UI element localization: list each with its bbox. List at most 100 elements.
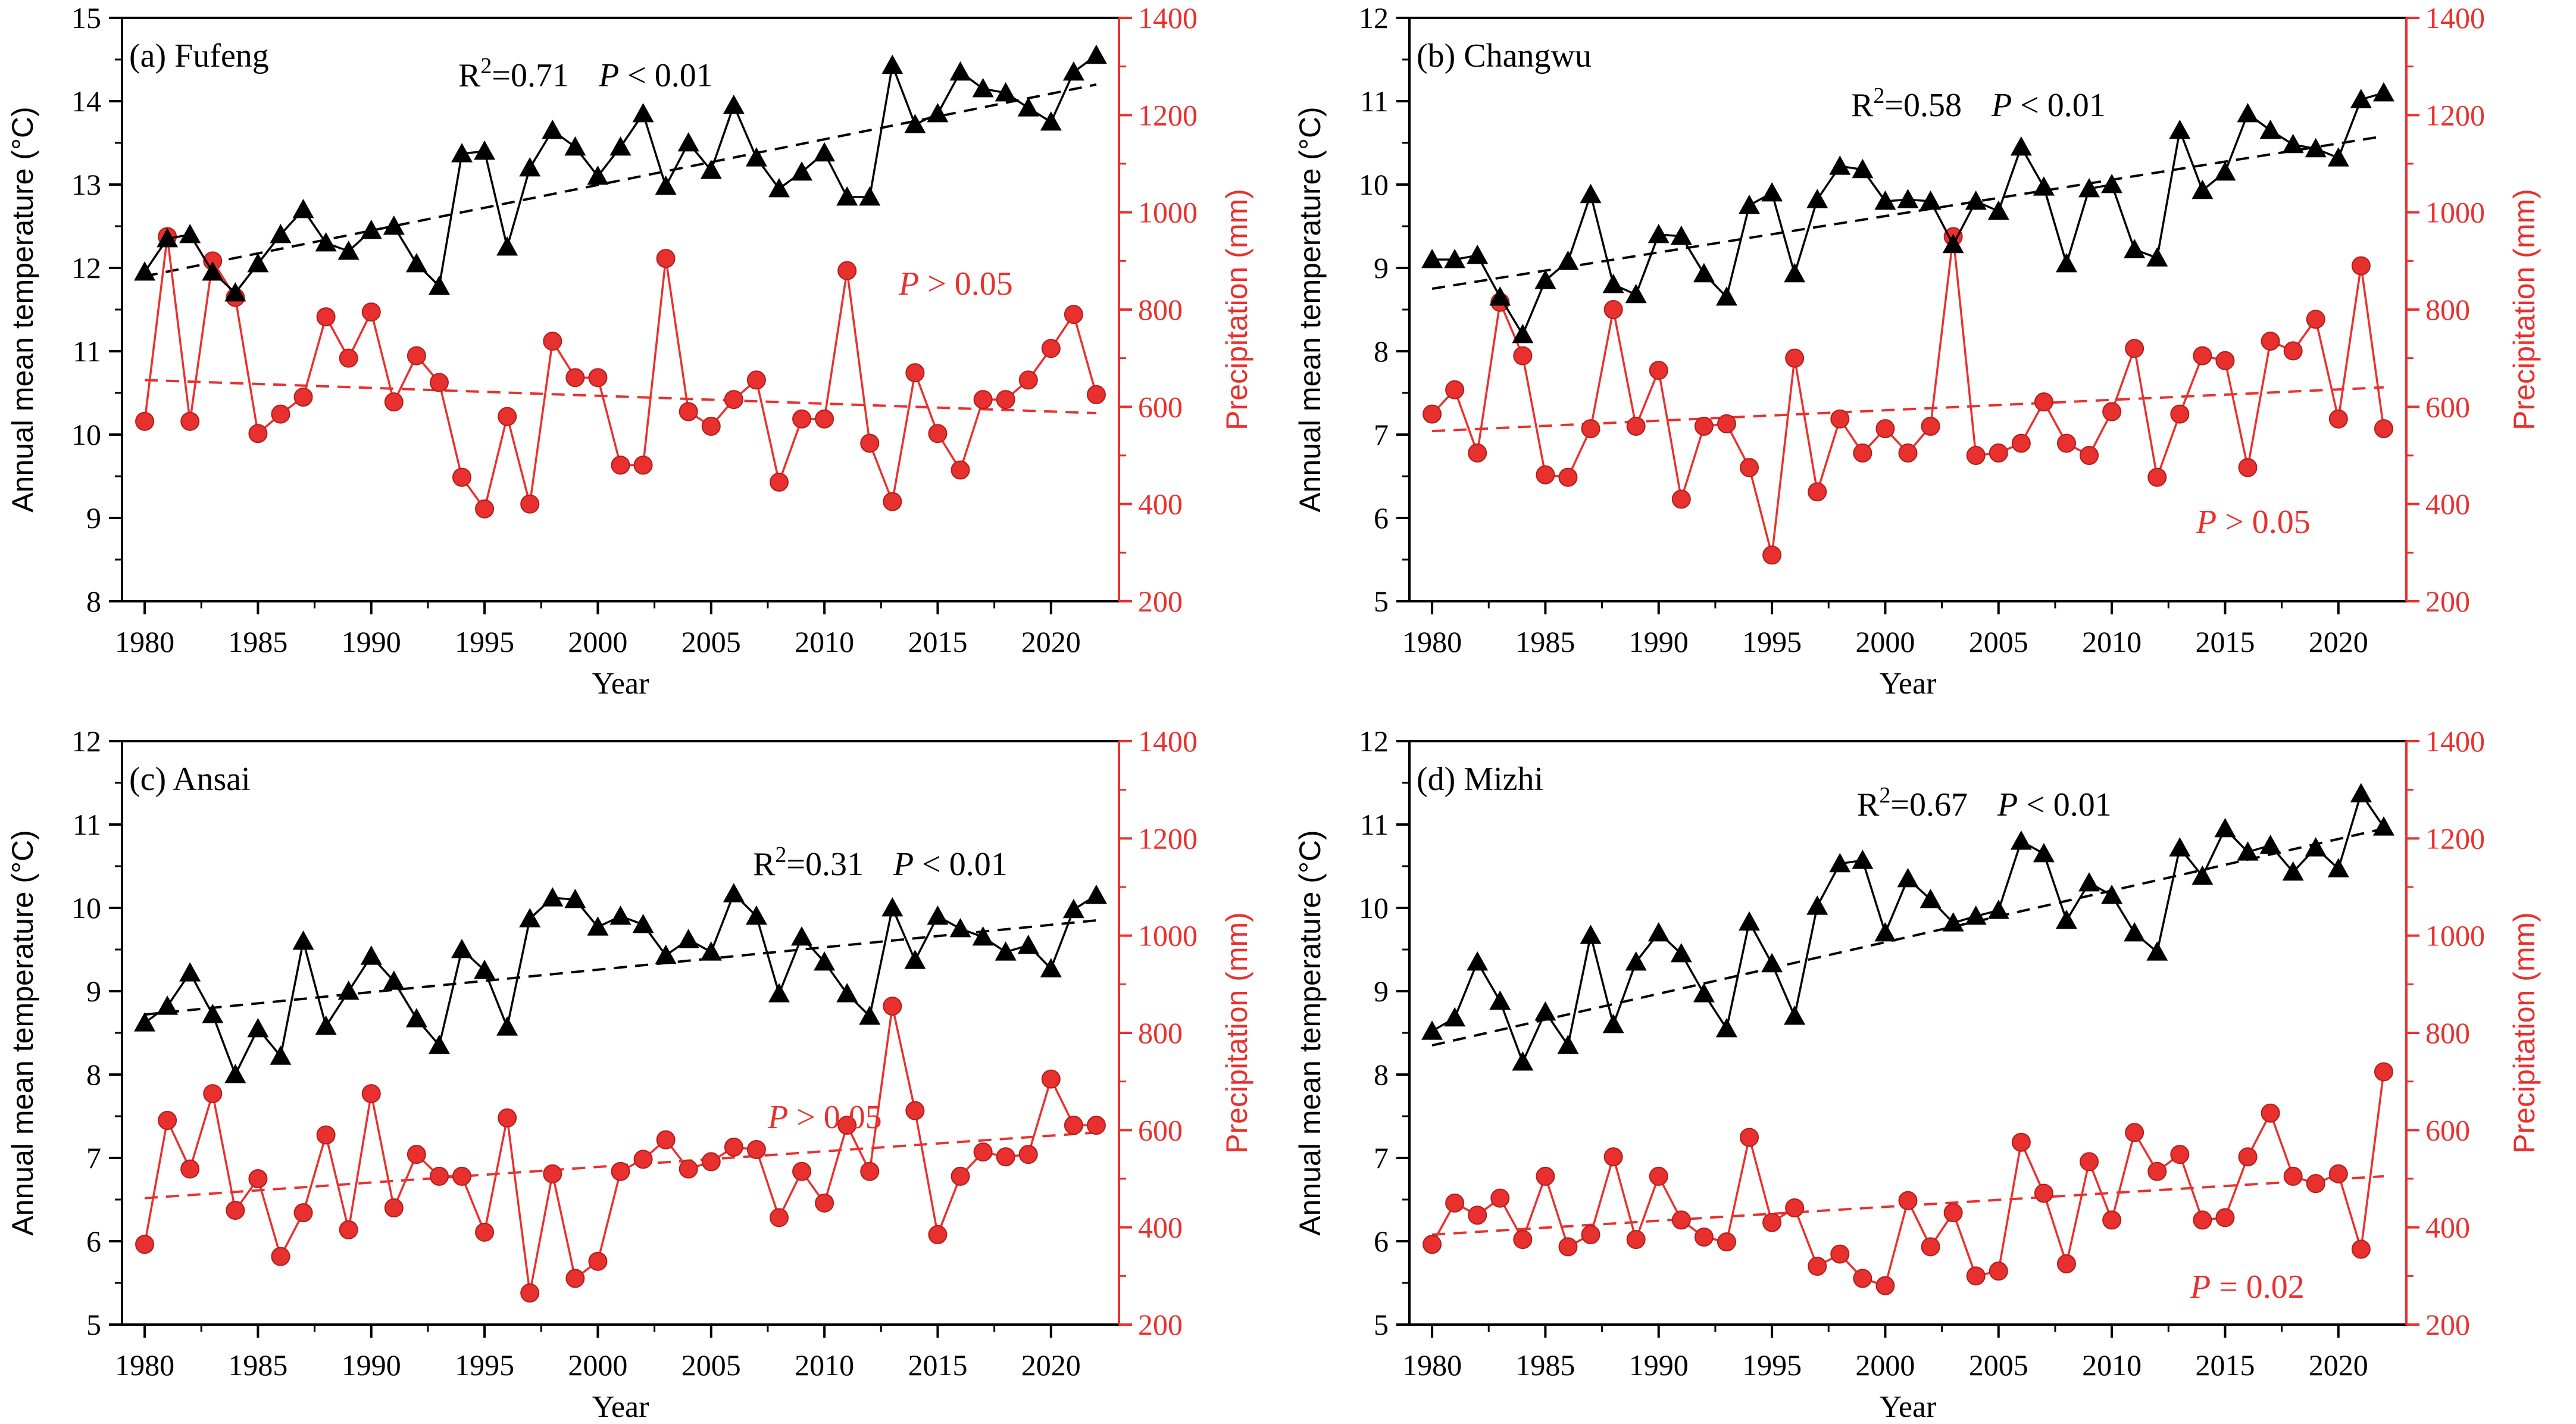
precipitation-point: [860, 1161, 880, 1181]
y-right-axis-label: Precipitation (mm): [2508, 189, 2541, 430]
precipitation-point: [2261, 332, 2280, 351]
temperature-trend-line: [144, 919, 1097, 1016]
precipitation-point: [2328, 1164, 2348, 1183]
temperature-point: [1806, 189, 1828, 208]
precipitation-point: [1875, 419, 1895, 439]
precipitation-point: [1966, 446, 1986, 465]
y-right-tick-label: 600: [1138, 1113, 1183, 1147]
precipitation-point: [2034, 1183, 2053, 1203]
precipitation-point: [1671, 489, 1691, 509]
temperature-point: [723, 95, 745, 114]
y-left-tick-label: 7: [1374, 418, 1389, 451]
precipitation-point: [2306, 310, 2325, 329]
precipitation-point: [1853, 1269, 1872, 1288]
p-italic: P: [893, 846, 914, 883]
x-tick-label: 2020: [1021, 625, 1081, 658]
precipitation-stats: P > 0.05: [767, 1099, 882, 1136]
temperature-point: [1829, 852, 1851, 873]
precipitation-point: [361, 1084, 381, 1104]
precipitation-point: [1717, 1232, 1736, 1252]
temperature-point: [1017, 97, 1039, 117]
temperature-point: [2282, 861, 2304, 881]
temperature-point: [1942, 233, 1964, 254]
p-value: < 0.01: [2018, 786, 2112, 823]
precipitation-point: [248, 424, 268, 444]
precipitation-point: [1898, 1191, 1918, 1210]
y-right-tick-label: 400: [1138, 1211, 1183, 1244]
precipitation-point: [2306, 1174, 2325, 1194]
y-right-tick-label: 400: [2425, 488, 2470, 521]
precipitation-point: [2080, 446, 2099, 465]
y-right-tick-label: 1400: [2425, 725, 2485, 758]
temperature-point: [519, 908, 541, 928]
y-left-tick-label: 12: [71, 725, 101, 758]
temperature-series-line: [1431, 791, 2385, 1065]
x-tick-label: 2000: [1855, 625, 1915, 658]
temperature-point: [655, 944, 677, 964]
temperature-point: [1625, 951, 1647, 971]
temperature-point: [405, 1008, 427, 1028]
precipitation-point: [611, 1161, 630, 1181]
x-tick-label: 2020: [1021, 1348, 1081, 1382]
y-right-tick-label: 600: [1138, 390, 1183, 423]
temperature-point: [1897, 868, 1919, 888]
precipitation-point: [2238, 1147, 2258, 1167]
y-right-tick-label: 1200: [1138, 822, 1198, 855]
p-italic: P: [1991, 87, 2012, 124]
precipitation-point: [543, 332, 562, 351]
precipitation-point: [769, 1208, 789, 1228]
temperature-point: [2259, 120, 2281, 139]
y-right-tick-label: 1000: [2425, 919, 2485, 953]
temperature-point: [337, 980, 359, 1000]
temperature-point: [2169, 837, 2191, 857]
precipitation-point: [837, 1116, 857, 1135]
r2-label: R: [753, 846, 776, 883]
precipitation-point: [316, 307, 336, 327]
y-left-tick-label: 6: [1374, 1225, 1389, 1258]
precipitation-point: [1649, 361, 1668, 380]
r2-value: =0.31: [786, 846, 864, 883]
temperature-point: [587, 916, 609, 936]
temperature-point: [1965, 905, 1987, 925]
temperature-point: [1761, 953, 1783, 973]
y-left-tick-label: 7: [1374, 1141, 1389, 1175]
precipitation-point: [2080, 1152, 2099, 1172]
temperature-point: [768, 178, 790, 198]
precipitation-point: [1558, 1237, 1578, 1257]
temperature-point: [383, 216, 405, 235]
precipitation-point: [746, 370, 766, 390]
temperature-point: [1647, 224, 1670, 243]
precipitation-point: [2102, 402, 2122, 421]
precipitation-point: [1086, 1116, 1106, 1135]
precipitation-point: [1717, 414, 1736, 433]
temperature-point: [1670, 225, 1692, 245]
temperature-point: [179, 224, 201, 243]
precipitation-point: [1989, 443, 2008, 463]
precipitation-point: [2056, 1254, 2076, 1273]
precipitation-point: [498, 1108, 517, 1128]
y-left-tick-label: 10: [71, 418, 101, 451]
temperature-point: [1512, 324, 1534, 343]
temperature-point: [1040, 111, 1062, 131]
precipitation-point: [2011, 1132, 2031, 1152]
temperature-point: [859, 186, 881, 206]
x-axis-label: Year: [1880, 1390, 1937, 1424]
precipitation-point: [588, 1251, 608, 1271]
temperature-point: [292, 199, 314, 218]
precipitation-point: [679, 402, 698, 421]
precipitation-point: [2056, 433, 2076, 453]
precipitation-point: [1853, 443, 1872, 463]
precipitation-point: [2102, 1210, 2122, 1230]
p-value: < 0.01: [2012, 87, 2106, 124]
y-left-tick-label: 5: [1374, 585, 1389, 618]
precipitation-point: [1064, 1116, 1083, 1135]
temperature-stats: R2=0.58 P < 0.01: [1851, 83, 2106, 124]
precipitation-point: [996, 390, 1015, 410]
panel-label: (d) Mizhi: [1417, 761, 1543, 798]
y-right-axis-label: Precipitation (mm): [1220, 912, 1253, 1154]
temperature-point: [134, 261, 156, 281]
precipitation-point: [2011, 433, 2031, 453]
x-tick-label: 1985: [228, 1348, 287, 1382]
precipitation-point: [2170, 404, 2190, 424]
y-right-tick-label: 200: [2425, 585, 2470, 618]
